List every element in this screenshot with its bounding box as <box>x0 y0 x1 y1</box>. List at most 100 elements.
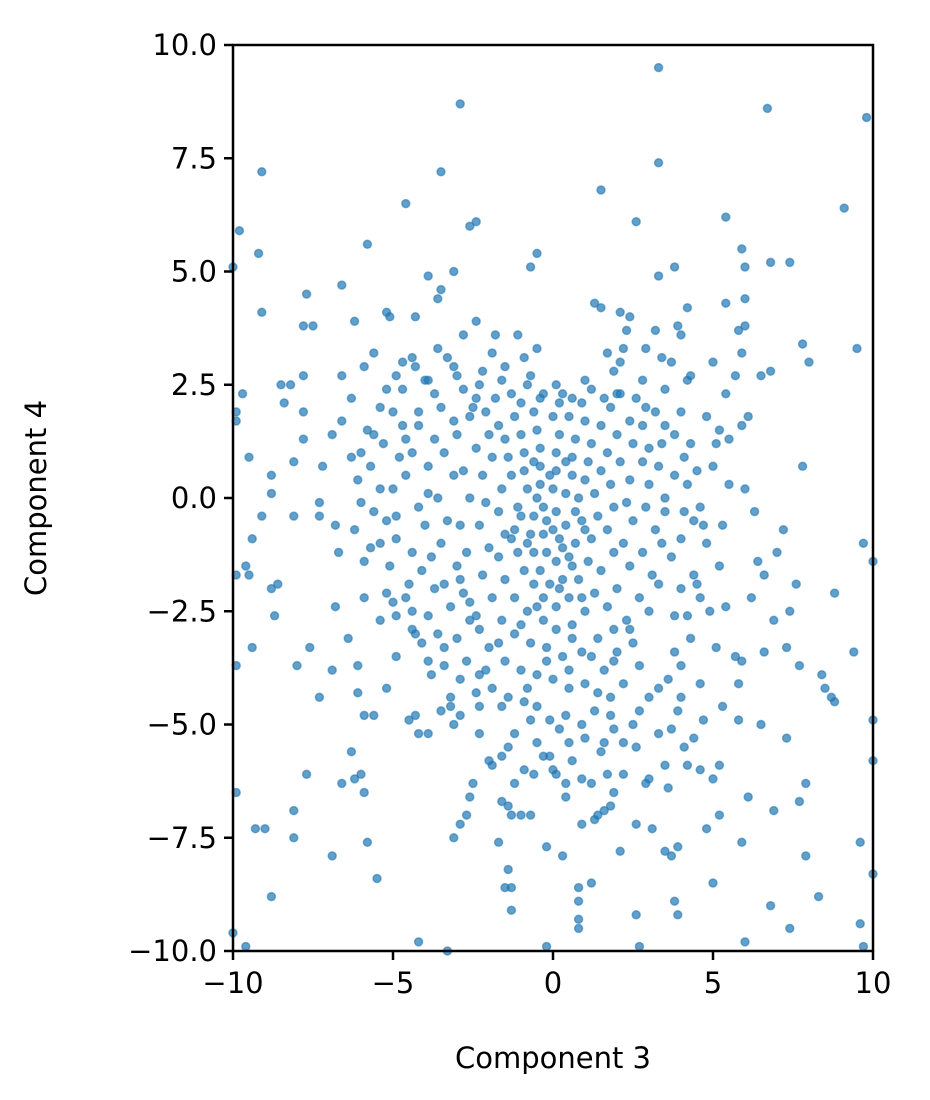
data-point <box>433 493 443 503</box>
data-point <box>541 547 552 558</box>
data-point <box>353 688 363 698</box>
data-point <box>493 837 504 848</box>
data-point <box>820 683 830 694</box>
data-point <box>785 923 795 934</box>
data-point <box>586 778 597 789</box>
data-point <box>609 787 619 798</box>
data-point <box>532 701 542 712</box>
data-point <box>605 402 616 413</box>
data-point <box>247 534 257 544</box>
data-point <box>637 457 648 467</box>
data-point <box>567 452 577 462</box>
data-point <box>714 561 725 571</box>
data-point <box>257 511 267 521</box>
data-point <box>548 674 558 684</box>
y-tick-label: 7.5 <box>171 141 217 175</box>
data-point <box>673 321 683 331</box>
data-point <box>474 380 485 390</box>
data-point <box>567 470 577 481</box>
data-point <box>730 651 741 662</box>
data-point <box>257 307 267 318</box>
data-point <box>701 823 712 834</box>
data-point <box>529 769 539 780</box>
data-point <box>769 615 779 626</box>
data-point <box>458 466 469 476</box>
data-point <box>753 556 763 567</box>
data-point <box>829 588 840 598</box>
data-point <box>756 719 766 730</box>
data-point <box>349 316 360 327</box>
data-point <box>615 307 625 318</box>
data-point <box>557 543 568 553</box>
data-point <box>618 769 629 780</box>
y-tick-label: 5.0 <box>171 255 217 289</box>
data-point <box>541 515 552 526</box>
data-point <box>740 937 750 947</box>
data-point <box>650 524 661 535</box>
data-point <box>413 407 424 417</box>
data-point <box>481 497 491 508</box>
data-point <box>717 520 728 530</box>
data-point <box>593 810 603 820</box>
data-point <box>580 475 590 485</box>
data-point <box>250 823 261 834</box>
y-axis-title: Component 4 <box>19 400 53 596</box>
data-point <box>455 819 465 829</box>
data-point <box>397 357 408 367</box>
data-point <box>474 669 485 680</box>
data-point <box>471 393 481 404</box>
data-point <box>551 556 561 567</box>
data-point <box>407 624 417 635</box>
data-point <box>660 506 670 517</box>
data-point <box>308 321 318 331</box>
data-point <box>573 574 584 585</box>
data-point <box>593 688 603 698</box>
data-point <box>477 570 488 580</box>
data-point <box>455 520 465 530</box>
data-point <box>506 470 517 481</box>
data-point <box>327 429 337 440</box>
data-point <box>625 416 635 426</box>
data-point <box>660 420 670 431</box>
data-point <box>385 561 395 571</box>
data-point <box>589 706 600 716</box>
data-point <box>567 393 577 404</box>
data-point <box>327 665 337 675</box>
data-point <box>749 506 760 517</box>
data-point <box>564 665 574 675</box>
data-point <box>641 343 651 354</box>
data-point <box>676 407 686 417</box>
data-point <box>257 167 267 177</box>
x-tick-label: 0 <box>544 966 562 1000</box>
data-point <box>436 706 446 716</box>
data-point <box>701 411 712 422</box>
data-point <box>669 611 680 621</box>
data-point <box>602 769 613 780</box>
data-point <box>381 683 392 694</box>
data-point <box>740 321 750 331</box>
data-point <box>423 375 433 385</box>
data-point <box>589 588 600 598</box>
data-point <box>471 688 481 698</box>
data-point <box>615 389 625 399</box>
data-point <box>551 601 561 612</box>
data-point <box>388 407 398 417</box>
data-point <box>657 438 667 449</box>
data-point <box>484 543 494 553</box>
data-point <box>644 774 654 784</box>
data-point <box>493 506 504 517</box>
data-point <box>365 543 376 553</box>
data-point <box>452 633 462 644</box>
data-point <box>381 588 392 598</box>
data-point <box>369 348 379 358</box>
data-point <box>506 810 517 820</box>
data-point <box>554 398 565 408</box>
data-point <box>465 792 475 802</box>
data-point <box>465 597 475 607</box>
data-point <box>580 733 590 743</box>
data-point <box>669 647 680 657</box>
data-point <box>375 402 385 413</box>
data-point <box>676 660 686 671</box>
data-point <box>801 851 811 861</box>
data-point <box>858 538 869 549</box>
